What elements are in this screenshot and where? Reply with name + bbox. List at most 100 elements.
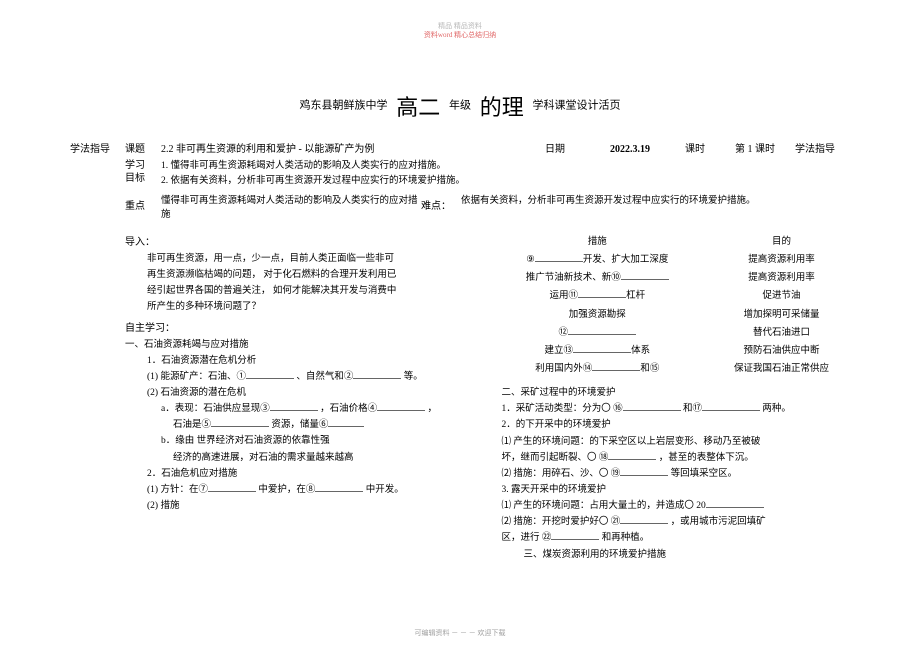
key-diff-row: 重点 懂得非可再生资源耗竭对人类活动的影响及人类实行的应对措施 难点： 依据有关…: [70, 195, 850, 222]
blank-5: [211, 418, 269, 427]
s1-1-2a1: a．表现：石油供应显现③: [161, 404, 270, 414]
s1-1-2: (2) 石油资源的潜在危机: [125, 385, 474, 401]
page-body: 鸡东县朝鲜族中学 高二 年级 的理 学科课堂设计活页 学法指导 课题 2.2 非…: [70, 90, 850, 563]
s1-1-2a4: 石油是⑤: [173, 420, 211, 430]
period-value: 第 1 课时: [715, 140, 795, 155]
page-title: 鸡东县朝鲜族中学 高二 年级 的理 学科课堂设计活页: [70, 90, 850, 122]
blank-6: [328, 418, 364, 427]
blank-11: [578, 289, 626, 298]
r1a: ⑨开发、扩大加工深度: [502, 252, 694, 268]
goals-row: 学习 目标 1. 懂得非可再生资源耗竭对人类活动的影响及人类实行的应对措施。 2…: [70, 159, 850, 189]
lead-p2: 再生资源濒临枯竭的问题， 对于化石燃料的合理开发利用已: [125, 267, 474, 283]
s1-2-2: (2) 措施: [125, 498, 474, 514]
title-school: 鸡东县朝鲜族中学: [299, 100, 387, 112]
s2-1: 1．采矿活动类型：分为〇 ⑯ 和⑰ 两种。: [502, 401, 851, 417]
title-subject: 的理: [480, 95, 524, 120]
lead-p3: 经引起世界各国的普遍关注， 如何才能解决其开发与消费中: [125, 283, 474, 299]
r7a: 利用国内外⑭和⑮: [502, 361, 694, 377]
watermark-line2: 资料word 精心总结归纳: [424, 31, 496, 40]
s1-2-1a: (1) 方针：在⑦: [147, 485, 208, 495]
goals-pad: [70, 159, 125, 189]
content-columns: 导入： 非可再生资源，用一点，少一点，目前人类正面临一些非可 再生资源濒临枯竭的…: [70, 234, 850, 563]
s1-1: 1．石油资源潜在危机分析: [125, 353, 474, 369]
side-label-left: 学法指导: [70, 140, 125, 155]
title-grade: 高二: [396, 95, 440, 120]
row-14-15: 利用国内外⑭和⑮ 保证我国石油正常供应: [502, 361, 851, 377]
lead-label: 导入：: [125, 234, 474, 251]
row-11: 运用⑪杠杆 促进节油: [502, 288, 851, 304]
s2-3-1: ⑴ 产生的环境问题：占用大量土的，并造成〇 20: [502, 498, 851, 514]
r2c: 提高资源利用率: [713, 270, 850, 286]
sec3: 三、煤炭资源利用的环境爱护措施: [502, 547, 851, 563]
blank-2: [353, 370, 401, 379]
date-value: 2022.3.19: [575, 144, 685, 155]
blank-12: [568, 326, 636, 335]
s2-2-1b: 坏，继而引起断裂、〇 ⑱ ，甚至的表整体下沉。: [502, 450, 851, 466]
sec2: 二、采矿过程中的环境爱护: [502, 385, 851, 401]
blank-7: [208, 483, 256, 492]
blank-20: [706, 499, 764, 508]
th-purpose: 目的: [713, 234, 850, 250]
watermark-line1: 精品 精品资料: [424, 22, 496, 31]
r4c: 增加探明可采储量: [713, 307, 850, 323]
s2-3-2: ⑵ 措施：开挖时爱护好〇 ㉑ ，或用城市污泥回填矿: [502, 514, 851, 530]
measures-header: 措施 目的: [502, 234, 851, 250]
s2-3: 3. 露天开采中的环境爱护: [502, 482, 851, 498]
row-explore: 加强资源勘探 增加探明可采储量: [502, 307, 851, 323]
left-column: 导入： 非可再生资源，用一点，少一点，目前人类正面临一些非可 再生资源濒临枯竭的…: [70, 234, 474, 563]
blank-4: [377, 402, 425, 411]
topic-text: 2.2 非可再生资源的利用和爱护 - 以能源矿产为例: [161, 140, 545, 155]
r3a: 运用⑪杠杆: [502, 288, 694, 304]
blank-22: [551, 531, 599, 540]
r7c: 保证我国石油正常供应: [713, 361, 850, 377]
row-9: ⑨开发、扩大加工深度 提高资源利用率: [502, 252, 851, 268]
s2-2-2: ⑵ 措施：用碎石、沙、〇 ⑲ 等回填采空区。: [502, 466, 851, 482]
self-study-label: 自主学习：: [125, 320, 474, 337]
blank-18: [608, 451, 656, 460]
title-suffix: 学科课堂设计活页: [533, 100, 621, 112]
s2-2: 2．的下开采中的环境爱护: [502, 417, 851, 433]
date-label: 日期: [545, 140, 575, 155]
s1-2: 2．石油危机应对措施: [125, 466, 474, 482]
s1-1-2a3: ，: [427, 404, 437, 414]
blank-17: [702, 402, 760, 411]
period-label: 课时: [685, 140, 715, 155]
topic-label: 课题: [125, 140, 161, 155]
right-column: 措施 目的 ⑨开发、扩大加工深度 提高资源利用率 推广节油新技术、新⑩ 提高资源…: [502, 234, 851, 563]
r5c: 替代石油进口: [713, 325, 850, 341]
blank-21: [620, 515, 668, 524]
s1-1-2b1: b．缘由 世界经济对石油资源的依靠性强: [125, 433, 474, 449]
r2a: 推广节油新技术、新⑩: [502, 270, 694, 286]
s1-1-2a5: 资源，储量⑥: [271, 420, 328, 430]
s2-2-1a: ⑴ 产生的环境问题：的下采空区以上岩层变形、移动乃至被破: [502, 434, 851, 450]
blank-3: [270, 402, 318, 411]
r4a: 加强资源勘探: [502, 307, 694, 323]
s2-1b: 和⑰: [683, 404, 702, 414]
diff-label: 难点：: [421, 195, 461, 212]
blank-16: [623, 402, 681, 411]
blank-1: [246, 370, 294, 379]
goal-2: 2. 依据有关资料，分析非可再生资源开发过程中应实行的环境爱护措施。: [161, 174, 465, 189]
row-12: ⑫ 替代石油进口: [502, 325, 851, 341]
goals-label: 学习 目标: [125, 159, 161, 189]
s1-1-2a2: ，石油价格④: [320, 404, 377, 414]
r6c: 预防石油供应中断: [713, 343, 850, 359]
s1-1-2a: a．表现：石油供应显现③ ，石油价格④ ，: [125, 401, 474, 417]
row-10: 推广节油新技术、新⑩ 提高资源利用率: [502, 270, 851, 286]
s2-1c: 两种。: [762, 404, 791, 414]
lead-p1: 非可再生资源，用一点，少一点，目前人类正面临一些非可: [125, 251, 474, 267]
blank-13: [573, 344, 631, 353]
watermark-top: 精品 精品资料 资料word 精心总结归纳: [424, 22, 496, 40]
side-label-right: 学法指导: [795, 140, 850, 155]
s2-1a: 1．采矿活动类型：分为〇 ⑯: [502, 404, 623, 414]
diff-text: 依据有关资料，分析非可再生资源开发过程中应实行的环境爱护措施。: [461, 195, 850, 208]
s1-1-1a: (1) 能源矿产：石油、①: [147, 372, 246, 382]
blank-10: [621, 271, 669, 280]
s1-2-1: (1) 方针：在⑦ 中爱护，在⑧ 中开发。: [125, 482, 474, 498]
r3c: 促进节油: [713, 288, 850, 304]
blank-14: [592, 362, 640, 371]
key-text: 懂得非可再生资源耗竭对人类活动的影响及人类实行的应对措施: [161, 195, 421, 222]
s1-1-1c: 等。: [404, 372, 423, 382]
s1-1-2a-cont: 石油是⑤ 资源，储量⑥: [125, 417, 474, 433]
sec1: 一、石油资源耗竭与应对措施: [125, 337, 474, 353]
